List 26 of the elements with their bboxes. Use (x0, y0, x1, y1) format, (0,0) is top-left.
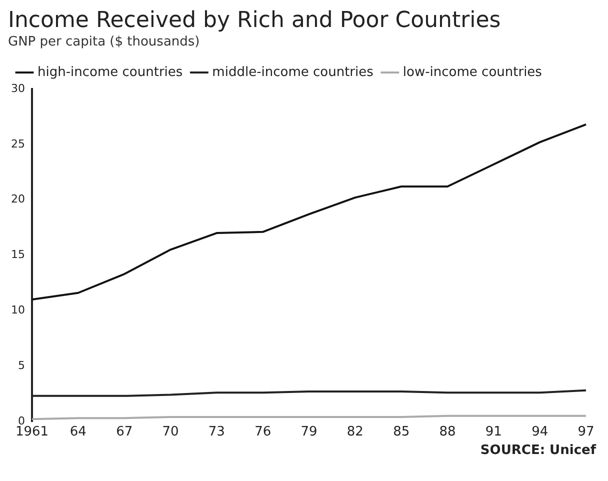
x-tick-label: 91 (485, 424, 502, 440)
chart-title: Income Received by Rich and Poor Countries (8, 8, 501, 33)
y-tick-label: 0 (18, 414, 25, 428)
x-tick-label: 70 (162, 424, 179, 440)
legend-label: low-income countries (402, 64, 542, 80)
x-tick-label: 82 (346, 424, 364, 440)
x-tick-label: 73 (208, 424, 225, 440)
x-tick-label: 79 (300, 424, 318, 440)
y-tick-label: 30 (10, 82, 25, 95)
source-note: SOURCE: Unicef (479, 443, 598, 458)
y-tick-label: 20 (10, 192, 25, 206)
y-tick-label: 25 (10, 137, 25, 150)
chart-subtitle: GNP per capita ($ thousands) (8, 34, 200, 50)
legend-label: middle-income countries (212, 64, 374, 80)
y-tick-label: 10 (10, 303, 25, 316)
x-tick-label: 88 (439, 424, 456, 440)
y-tick-label: 15 (10, 248, 25, 262)
x-tick-label: 64 (70, 424, 86, 440)
x-tick-label: 85 (393, 424, 410, 440)
legend-label: high-income countries (38, 64, 183, 80)
x-tick-label: 97 (578, 424, 594, 440)
x-tick-label: 1961 (15, 424, 49, 440)
x-tick-label: 67 (116, 424, 133, 440)
y-tick-label: 5 (18, 358, 25, 372)
x-tick-label: 76 (254, 424, 272, 440)
x-tick-label: 94 (532, 424, 548, 440)
